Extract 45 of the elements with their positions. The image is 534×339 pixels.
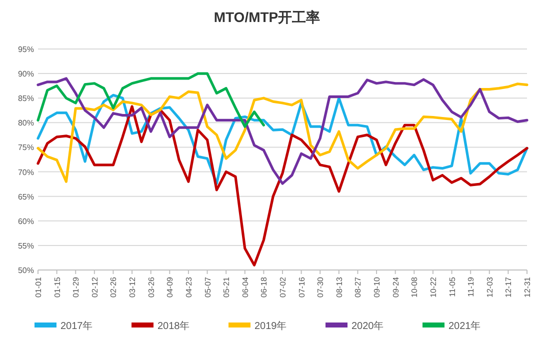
y-tick-label: 60% <box>18 216 34 226</box>
y-tick-label: 75% <box>18 143 34 152</box>
y-tick-label: 95% <box>18 45 34 54</box>
x-tick-label: 07-16 <box>297 276 306 298</box>
line-series <box>36 105 528 266</box>
x-tick-label: 12-31 <box>523 276 532 298</box>
x-tick-label: 06-04 <box>240 276 250 298</box>
line-series <box>36 72 265 128</box>
x-tick-label: 08-13 <box>334 276 344 298</box>
y-tick-label: 50% <box>18 266 34 275</box>
x-tick-label: 02-26 <box>109 276 118 298</box>
x-tick-label: 12-17 <box>504 276 514 298</box>
legend-label: 2019年 <box>254 320 287 332</box>
y-tick-label: 55% <box>18 241 34 250</box>
legend-label: 2018年 <box>158 320 190 332</box>
x-tick-label: 06-18 <box>260 276 269 298</box>
x-tick-label: 01-01 <box>34 276 43 298</box>
chart-title: MTO/MTP开工率 <box>214 9 320 25</box>
x-tick-label: 03-26 <box>146 276 156 298</box>
x-tick-label: 01-15 <box>52 276 62 298</box>
y-tick-label: 85% <box>18 94 34 104</box>
x-tick-label: 07-02 <box>278 276 288 298</box>
y-tick-label: 90% <box>18 70 34 79</box>
x-tick-label: 05-07 <box>203 276 212 298</box>
x-tick-label: 12-03 <box>485 276 494 298</box>
y-tick-label: 65% <box>18 192 34 202</box>
x-tick-label: 04-23 <box>184 276 194 298</box>
x-tick-label: 03-12 <box>128 276 138 298</box>
x-tick-label: 10-22 <box>428 276 438 298</box>
x-tick-label: 09-10 <box>372 276 382 298</box>
x-tick-label: 08-27 <box>354 276 363 298</box>
x-tick-label: 05-21 <box>222 276 232 298</box>
x-tick-label: 01-29 <box>72 276 81 298</box>
x-tick-label: 04-09 <box>166 276 175 298</box>
y-tick-label: 80% <box>18 118 34 128</box>
y-tick-label: 70% <box>18 168 34 177</box>
legend-label: 2020年 <box>352 320 384 332</box>
x-tick-label: 11-05 <box>448 276 457 297</box>
x-tick-label: 07-30 <box>316 276 326 298</box>
legend-label: 2021年 <box>448 320 481 332</box>
x-tick-label: 11-19 <box>466 276 476 297</box>
x-tick-label: 02-12 <box>90 276 100 298</box>
legend-label: 2017年 <box>60 320 93 332</box>
x-tick-label: 09-24 <box>391 276 400 298</box>
x-tick-label: 10-08 <box>410 276 420 298</box>
